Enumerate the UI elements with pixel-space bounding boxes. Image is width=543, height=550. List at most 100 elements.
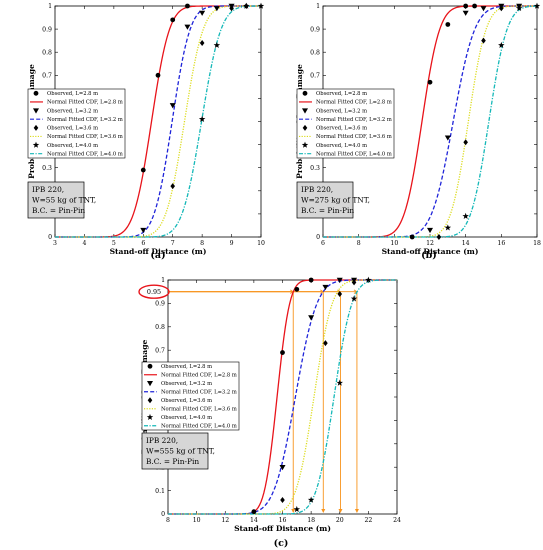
x-tick-label: 18 — [307, 517, 315, 524]
observed-point — [199, 10, 206, 16]
x-tick-label: 16 — [279, 517, 287, 524]
guide-arrow-down — [354, 509, 359, 513]
info-line: IPB 220, — [301, 185, 333, 194]
legend-marker — [146, 413, 154, 420]
legend-label: Observed, L=3.6 m — [47, 126, 98, 132]
y-tick-label: 1 — [48, 3, 52, 10]
cdf-curve-7 — [55, 5, 262, 238]
info-box: IPB 220, W=555 kg of TNT,B.C. = Pin-Pin — [141, 432, 215, 470]
observed-point — [308, 315, 315, 321]
x-tick-label: 12 — [426, 240, 434, 247]
x-tick-label: 8 — [200, 240, 204, 247]
panel-label: (b) — [421, 250, 437, 261]
observed-point — [185, 3, 190, 9]
legend-marker — [33, 108, 39, 114]
observed-point — [444, 224, 452, 231]
x-tick-label: 9 — [230, 240, 234, 247]
legend-label: Observed, L=3.6 m — [161, 398, 212, 404]
x-tick-label: 4 — [82, 240, 86, 247]
y-tick-label: 0.8 — [155, 324, 165, 331]
y-tick-label: 0.7 — [155, 347, 165, 354]
info-line: B.C. = Pin-Pin — [32, 206, 85, 215]
observed-point — [251, 509, 257, 515]
x-tick-label: 7 — [171, 240, 175, 247]
y-tick-label: 0.8 — [42, 49, 52, 56]
observed-point — [427, 227, 433, 234]
info-line: W=555 kg of TNT, — [146, 447, 215, 456]
y-tick-label: 0.9 — [42, 26, 52, 33]
legend-label: Normal Fitted CDF, L=4.0 m — [161, 424, 237, 430]
legend-label: Observed, L=2.8 m — [316, 91, 367, 97]
guide-arrow-down — [321, 509, 326, 513]
panel-label: (c) — [274, 538, 289, 549]
x-tick-label: 12 — [221, 517, 229, 524]
observed-point — [184, 24, 191, 30]
y-tick-label: 0.3 — [42, 165, 52, 172]
legend-label: Normal Fitted CDF, L=3.2 m — [47, 117, 123, 123]
y-tick-label: 0.9 — [310, 26, 320, 33]
observed-point — [427, 79, 433, 85]
observed-point — [243, 2, 250, 9]
y-tick-label: 1 — [161, 277, 165, 284]
legend-label: Observed, L=3.2 m — [47, 108, 98, 114]
p095-annotation: 0.95 — [138, 284, 359, 513]
chart-panel-a: 34567891000.10.20.30.40.50.60.70.80.91St… — [27, 2, 265, 261]
info-line: B.C. = Pin-Pin — [301, 206, 354, 215]
x-tick-label: 14 — [250, 517, 258, 524]
observed-point — [322, 284, 329, 291]
info-line: IPB 220, — [146, 436, 178, 445]
legend-label: Normal Fitted CDF, L=2.8 m — [47, 100, 123, 106]
y-tick-label: 0.7 — [310, 73, 320, 80]
y-tick-label: 0.3 — [310, 165, 320, 172]
info-line: W=55 kg of TNT, — [32, 196, 96, 205]
legend-label: Observed, L=3.2 m — [161, 381, 212, 387]
chart-panel-b: 68101214161800.10.20.30.40.50.60.70.80.9… — [295, 2, 541, 261]
legend-marker — [33, 124, 39, 131]
info-box-bg — [27, 181, 85, 219]
legend-label: Normal Fitted CDF, L=3.6 m — [316, 134, 392, 140]
observed-point — [444, 135, 451, 141]
legend-label: Normal Fitted CDF, L=3.6 m — [161, 407, 237, 413]
cdf-curve-7 — [168, 279, 397, 515]
legend-marker — [147, 397, 153, 404]
x-tick-label: 5 — [112, 240, 116, 247]
observed-point — [198, 115, 206, 122]
guide-arrow-down — [291, 509, 296, 513]
legend-label: Observed, L=3.6 m — [316, 126, 367, 132]
legend-marker — [302, 90, 308, 96]
x-tick-label: 22 — [364, 517, 372, 524]
x-axis-label: Stand-off Distance (m) — [110, 247, 207, 256]
observed-point — [293, 505, 301, 513]
legend-label: Normal Fitted CDF, L=3.2 m — [161, 390, 237, 396]
x-tick-label: 6 — [141, 240, 145, 247]
legend-label: Observed, L=4.0 m — [47, 143, 98, 149]
observed-point — [351, 279, 357, 286]
observed-point — [280, 496, 285, 503]
info-box-bg — [141, 432, 209, 470]
x-tick-label: 14 — [462, 240, 470, 247]
observed-point — [336, 379, 343, 386]
guide-arrow-down — [338, 509, 343, 513]
x-tick-label: 18 — [533, 240, 541, 247]
observed-point — [140, 167, 146, 173]
extra-y-tick-label: 0.95 — [147, 288, 161, 296]
observed-point — [280, 350, 285, 355]
y-tick-label: 0.7 — [42, 73, 52, 80]
x-tick-label: 20 — [336, 517, 344, 524]
observed-point — [515, 4, 523, 12]
info-box-bg — [296, 181, 354, 219]
legend-box — [27, 88, 126, 159]
cdf-curve-3 — [168, 279, 397, 515]
x-tick-label: 8 — [357, 240, 361, 247]
observed-point — [307, 496, 315, 503]
x-tick-label: 24 — [393, 517, 401, 524]
observed-point — [409, 234, 415, 240]
observed-point — [463, 139, 468, 146]
x-tick-label: 8 — [166, 517, 170, 524]
observed-point — [336, 277, 343, 283]
observed-point — [350, 295, 358, 302]
x-axis-label: Stand-off Distance (m) — [234, 524, 331, 533]
y-tick-label: 0 — [48, 234, 52, 241]
observed-point — [308, 277, 314, 283]
